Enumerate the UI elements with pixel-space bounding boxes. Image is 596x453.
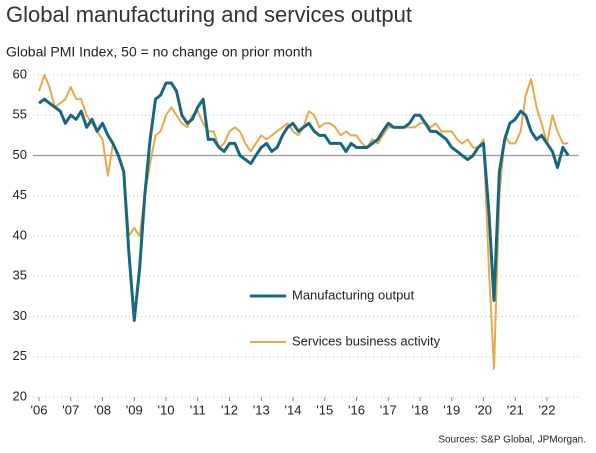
y-tick-label: 60: [13, 66, 27, 81]
x-tick-label: '16: [348, 402, 365, 417]
x-tick-label: '15: [316, 402, 333, 417]
x-tick-label: '10: [158, 402, 175, 417]
x-tick-label: '13: [253, 402, 270, 417]
x-tick-label: '22: [539, 402, 556, 417]
x-tick-label: '20: [475, 402, 492, 417]
y-tick-label: 50: [13, 147, 27, 162]
chart-subtitle: Global PMI Index, 50 = no change on prio…: [6, 44, 312, 60]
x-tick-label: '19: [443, 402, 460, 417]
x-tick-label: '09: [126, 402, 143, 417]
x-tick-label: '14: [285, 402, 302, 417]
y-tick-label: 40: [13, 227, 27, 242]
x-tick-label: '11: [190, 402, 206, 417]
y-tick-label: 30: [13, 308, 27, 323]
y-tick-label: 20: [13, 388, 27, 403]
x-tick-label: '18: [412, 402, 429, 417]
y-tick-label: 45: [13, 187, 27, 202]
legend-label: Services business activity: [292, 333, 441, 348]
x-tick-label: '06: [31, 402, 48, 417]
x-tick-label: '07: [62, 402, 79, 417]
source: Sources: S&P Global, JPMorgan.: [438, 435, 586, 446]
x-tick-label: '21: [507, 402, 524, 417]
chart-title: Global manufacturing and services output: [6, 2, 412, 27]
series-line: [38, 81, 570, 323]
legend-label: Manufacturing output: [292, 287, 415, 302]
y-tick-label: 25: [13, 348, 27, 363]
y-tick-label: 55: [13, 107, 27, 122]
x-tick-label: '12: [221, 402, 238, 417]
x-tick-label: '08: [94, 402, 111, 417]
x-tick-label: '17: [380, 402, 397, 417]
y-tick-label: 35: [13, 268, 27, 283]
